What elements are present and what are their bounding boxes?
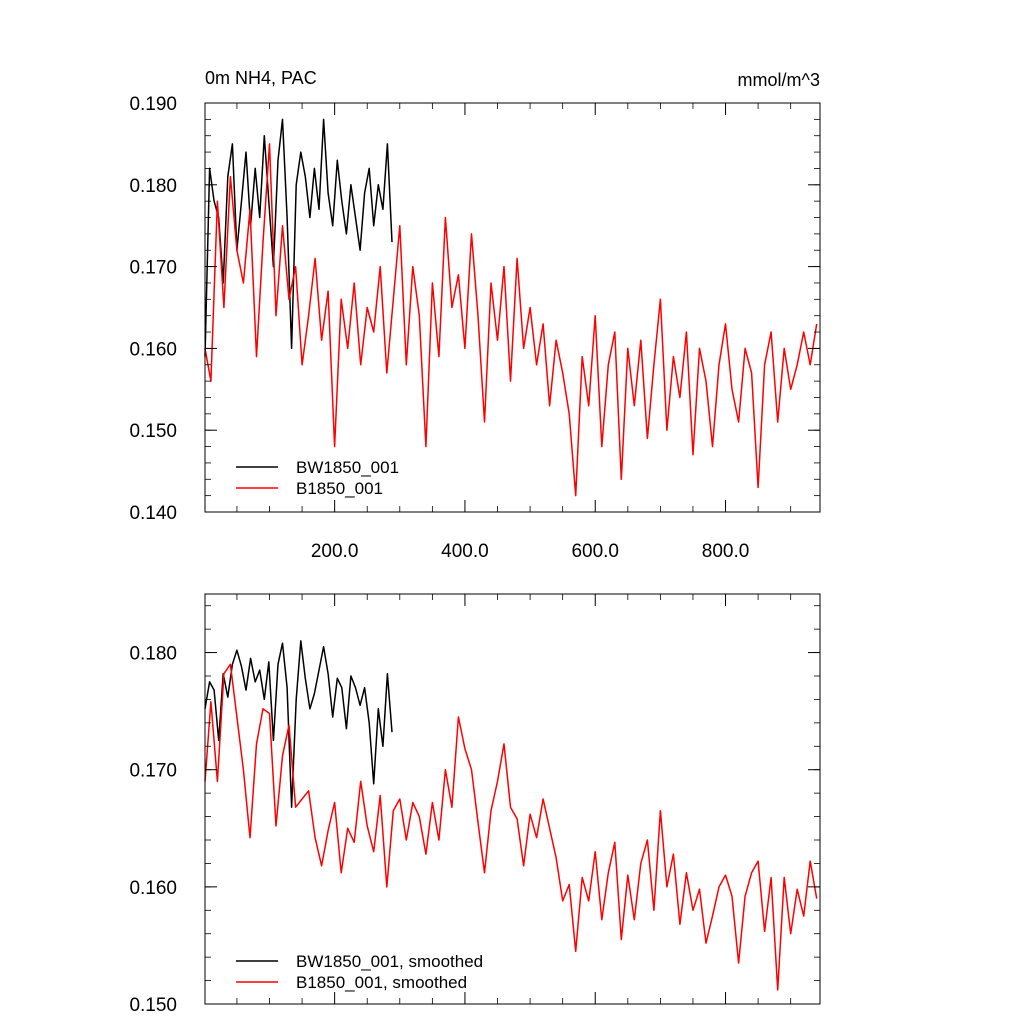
bottom-ytick-label-1: 0.160 <box>129 878 177 899</box>
top-ytick-label-5: 0.190 <box>129 94 177 115</box>
top-ticks: 0.140 0.150 0.160 0.170 0.180 0.190 200.0 400.0… <box>129 94 820 562</box>
bottom-ytick-label-3: 0.180 <box>129 644 177 665</box>
bottom-series-group <box>204 640 818 991</box>
legend-label-bw1850-smoothed: BW1850_001, smoothed <box>296 952 483 971</box>
top-series-group <box>204 118 818 497</box>
bottom-legend: BW1850_001, smoothed B1850_001, smoothed <box>236 952 483 992</box>
bottom-plot-frame <box>204 593 821 1005</box>
top-chart-title: 0m NH4, PAC <box>205 68 317 88</box>
top-ytick-label-4: 0.180 <box>129 176 177 197</box>
legend-label-b1850-smoothed: B1850_001, smoothed <box>296 973 467 992</box>
bottom-ytick-label-0: 0.150 <box>129 995 177 1016</box>
legend-label-bw1850: BW1850_001 <box>296 458 399 477</box>
top-ytick-label-0: 0.140 <box>129 503 177 524</box>
top-xtick-label-3: 800.0 <box>702 541 750 562</box>
top-panel: 0.140 0.150 0.160 0.170 0.180 0.190 200.0 400.0… <box>129 68 821 562</box>
top-xtick-label-0: 200.0 <box>311 541 359 562</box>
bottom-ytick-label-2: 0.170 <box>129 761 177 782</box>
top-ytick-label-3: 0.170 <box>129 258 177 279</box>
top-plot-frame <box>204 102 821 513</box>
top-xtick-label-1: 400.0 <box>441 541 489 562</box>
top-ytick-label-1: 0.150 <box>129 421 177 442</box>
top-series-line-1 <box>204 143 818 497</box>
top-series-line-0 <box>204 118 393 357</box>
top-chart-units: mmol/m^3 <box>738 70 820 90</box>
bottom-panel: 0.150 0.160 0.170 0.180 BW1850_001, smoothe… <box>129 593 821 1016</box>
top-legend: BW1850_001 B1850_001 <box>236 458 399 498</box>
bottom-ticks: 0.150 0.160 0.170 0.180 <box>129 594 820 1016</box>
bottom-series-line-0 <box>204 640 393 808</box>
top-ytick-label-2: 0.160 <box>129 339 177 360</box>
legend-label-b1850: B1850_001 <box>296 479 383 498</box>
top-xtick-label-2: 600.0 <box>571 541 619 562</box>
bottom-series-line-1 <box>204 663 818 991</box>
